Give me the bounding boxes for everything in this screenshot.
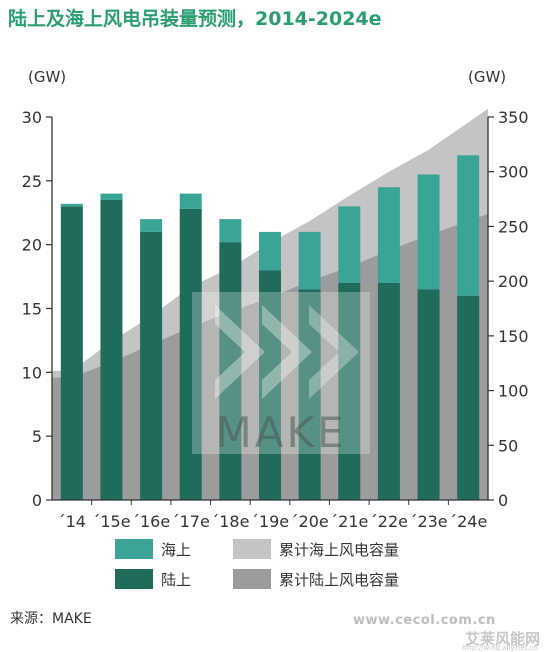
bar-onshore — [60, 206, 83, 500]
make-logo-watermark: MAKE — [192, 292, 370, 457]
bar-offshore — [259, 231, 281, 271]
x-tick-label: ´14 — [58, 512, 86, 531]
right-tick-label: 0 — [498, 491, 508, 510]
watermark-site-name: 艾莱风能网 — [465, 630, 541, 648]
right-tick-label: 250 — [498, 217, 529, 236]
x-tick-label: ´19e — [251, 512, 289, 531]
x-tick-label: ´23e — [409, 512, 447, 531]
x-tick-label: ´24e — [449, 512, 487, 531]
legend-swatch-cum_offshore — [233, 539, 271, 559]
bar-onshore — [179, 208, 202, 501]
left-tick-label: 25 — [22, 172, 42, 191]
bar-offshore — [377, 187, 400, 283]
bar-onshore — [140, 231, 163, 500]
bar-onshore — [100, 199, 123, 500]
right-tick-label: 200 — [498, 272, 529, 291]
bar-offshore — [179, 193, 202, 209]
bar-onshore — [457, 295, 480, 500]
bar-onshore — [219, 242, 242, 500]
source-note: 来源：MAKE — [10, 611, 92, 627]
left-axis-title: (GW) — [28, 68, 66, 86]
right-tick-label: 50 — [498, 436, 518, 455]
legend-swatch-onshore — [115, 569, 153, 589]
watermark-site-url: http://wind.ally.net.cn — [462, 644, 538, 652]
bar-offshore — [100, 193, 123, 200]
bar-offshore — [417, 174, 440, 290]
legend-label-onshore: 陆上 — [161, 571, 191, 589]
x-tick-label: ´18e — [211, 512, 249, 531]
bar-offshore — [457, 155, 480, 296]
chart-title: 陆上及海上风电吊装量预测，2014-2024e — [8, 8, 382, 30]
bar-onshore — [259, 270, 281, 500]
left-tick-label: 0 — [32, 491, 42, 510]
bar-offshore — [140, 219, 163, 232]
bar-onshore — [338, 282, 361, 500]
right-tick-label: 150 — [498, 327, 529, 346]
watermark-url: www.cecol.com.cn — [353, 613, 496, 628]
left-tick-label: 30 — [22, 108, 42, 127]
x-tick-label: ´22e — [370, 512, 408, 531]
legend-label-offshore: 海上 — [161, 541, 191, 559]
legend-label-cum_onshore: 累计陆上风电容量 — [279, 571, 399, 589]
left-tick-label: 15 — [22, 300, 42, 319]
x-tick-label: ´15e — [92, 512, 130, 531]
x-tick-label: ´20e — [291, 512, 329, 531]
legend-swatch-offshore — [115, 539, 153, 559]
bar-offshore — [298, 231, 321, 290]
right-tick-label: 350 — [498, 108, 529, 127]
x-tick-label: ´17e — [172, 512, 210, 531]
left-tick-label: 20 — [22, 236, 42, 255]
bar-onshore — [417, 289, 440, 500]
bar-onshore — [377, 282, 400, 500]
logo-text: MAKE — [215, 408, 346, 457]
right-tick-label: 300 — [498, 163, 529, 182]
bar-onshore — [298, 289, 321, 500]
left-tick-label: 10 — [22, 363, 42, 382]
bar-offshore — [338, 206, 361, 283]
right-axis-title: (GW) — [468, 68, 506, 86]
right-tick-label: 100 — [498, 382, 529, 401]
bar-offshore — [219, 219, 242, 243]
legend-swatch-cum_onshore — [233, 569, 271, 589]
legend-label-cum_offshore: 累计海上风电容量 — [279, 541, 399, 559]
left-tick-label: 5 — [32, 427, 42, 446]
x-tick-label: ´16e — [132, 512, 170, 531]
x-tick-label: ´21e — [330, 512, 368, 531]
bar-offshore — [60, 203, 83, 207]
